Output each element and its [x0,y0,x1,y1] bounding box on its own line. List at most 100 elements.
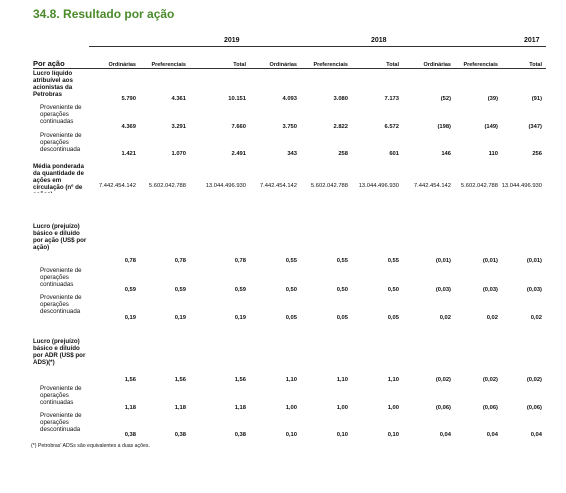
cell-value: (52) [440,96,451,102]
column-header: Ordinárias [423,62,451,68]
cell-value: (0,06) [482,405,498,411]
cell-value: 0,05 [336,315,348,321]
cell-value: 1,56 [124,377,136,383]
cell-value: (198) [437,124,451,130]
cell-value: 0,55 [336,258,348,264]
row-label: Proveniente de operações descontinuada [40,412,82,433]
column-header: Ordinárias [108,62,136,68]
row-label-box: Proveniente de operações continuadas [40,267,92,289]
section-title: 34.8. Resultado por ação [33,7,175,21]
cell-value: 6.572 [384,124,399,130]
cell-value: 0,38 [234,432,246,438]
cell-value: 258 [338,151,348,157]
cell-value: 5.790 [121,96,136,102]
cell-value: 3.291 [171,124,186,130]
cell-value: 4.361 [171,96,186,102]
cell-value: 2.491 [231,151,246,157]
year-header-2018: 2018 [371,37,387,44]
row-label: Lucro líquido atribuível aos acionistas … [33,70,73,98]
cell-value: 0,02 [530,315,542,321]
row-label-box: Proveniente de operações descontinuada [40,294,92,316]
cell-value: (0,02) [482,377,498,383]
cell-value: (0,01) [526,258,542,264]
footnote: (*) Petrobras' ADSs são equivalentes a d… [31,443,150,449]
cell-value: 1,18 [234,405,246,411]
column-header: Preferenciais [463,62,498,68]
cell-value: 146 [441,151,451,157]
cell-value: (0,06) [435,405,451,411]
cell-value: 0,19 [174,315,186,321]
row-label: Proveniente de operações continuadas [40,267,82,288]
year-header-2019: 2019 [224,37,240,44]
cell-value: 7.173 [384,96,399,102]
cell-value: 0,50 [387,287,399,293]
cell-value: 0,05 [387,315,399,321]
cell-value: 0,38 [174,432,186,438]
cell-value: 0,78 [234,258,246,264]
cell-value: 5.602.042.788 [310,183,348,189]
cell-value: 3.750 [282,124,297,130]
year-header-2017: 2017 [524,37,540,44]
row-label: Proveniente de operações descontinuada [40,294,82,315]
cell-value: 13.044.496.930 [358,183,399,189]
cell-value: (0,01) [435,258,451,264]
cell-value: 0,38 [124,432,136,438]
cell-value: 0,19 [234,315,246,321]
column-header: Ordinárias [269,62,297,68]
row-label: Proveniente de operações continuadas [40,104,82,125]
cell-value: 10.151 [228,96,246,102]
row-label: Média ponderada da quantidade de ações e… [33,163,84,193]
cell-value: 5.602.042.788 [460,183,498,189]
cell-value: (0,06) [526,405,542,411]
cell-value: (0,02) [435,377,451,383]
cell-value: 1,10 [336,377,348,383]
cell-value: 343 [287,151,297,157]
cell-value: (91) [531,96,542,102]
cell-value: 0,02 [439,315,451,321]
cell-value: 13.044.496.930 [501,183,542,189]
cell-value: 601 [389,151,399,157]
row-label: Proveniente de operações continuadas [40,385,82,406]
cell-value: (149) [484,124,498,130]
column-header: Preferenciais [151,62,186,68]
cell-value: 1,00 [285,405,297,411]
cell-value: 0,19 [124,315,136,321]
row-label: Lucro (prejuízo) básico e diluído por AD… [33,338,86,366]
cell-value: (347) [528,124,542,130]
cell-value: 1.421 [121,151,136,157]
cell-value: (0,01) [482,258,498,264]
cell-value: 0,78 [174,258,186,264]
cell-value: 0,55 [285,258,297,264]
cell-value: 1,18 [124,405,136,411]
column-header: Total [386,62,399,68]
cell-value: (0,03) [435,287,451,293]
row-label-box: Lucro (prejuízo) básico e diluído por aç… [33,223,93,252]
cell-value: (0,02) [526,377,542,383]
cell-value: 0,10 [336,432,348,438]
cell-value: (39) [487,96,498,102]
cell-value: 0,05 [285,315,297,321]
cell-value: 4.093 [282,96,297,102]
row-label-box: Proveniente de operações descontinuada [40,132,92,154]
cell-value: 0,55 [387,258,399,264]
cell-value: 13.044.496.930 [205,183,246,189]
cell-value: 2.822 [333,124,348,130]
cell-value: 0,04 [439,432,451,438]
top-rule [89,46,546,47]
cell-value: (0,03) [482,287,498,293]
cell-value: 1,56 [234,377,246,383]
cell-value: 5.602.042.788 [148,183,186,189]
cell-value: 0,59 [174,287,186,293]
row-label-box: Proveniente de operações descontinuada [40,412,92,434]
column-header: Total [233,62,246,68]
cell-value: 7.442.454.142 [413,183,451,189]
cell-value: 0,78 [124,258,136,264]
cell-value: 0,10 [285,432,297,438]
cell-value: 1,10 [285,377,297,383]
cell-value: 1,00 [336,405,348,411]
cell-value: 1,56 [174,377,186,383]
cell-value: 0,59 [124,287,136,293]
row-label-box: Média ponderada da quantidade de ações e… [33,163,93,193]
cell-value: (0,03) [526,287,542,293]
cell-value: 1,18 [174,405,186,411]
